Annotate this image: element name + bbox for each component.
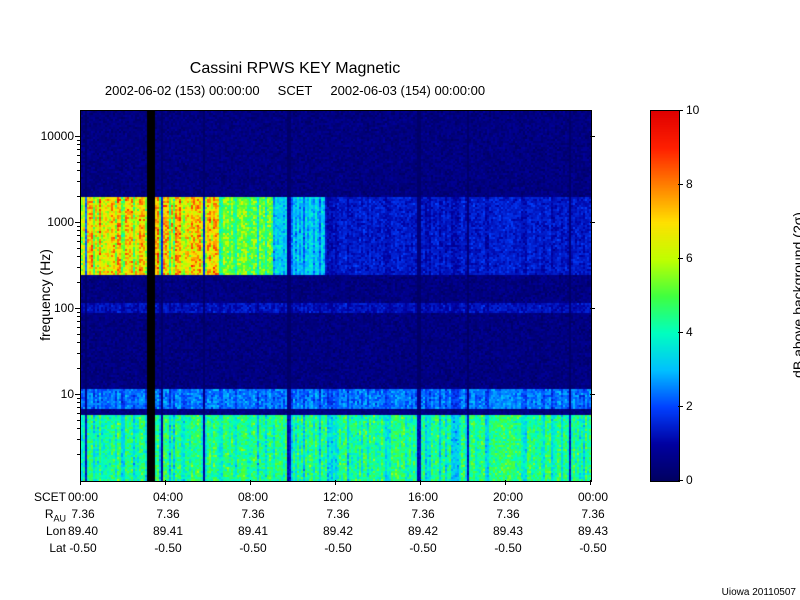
ephemeris-value: 12:00	[313, 490, 363, 504]
cbar-tick: 2	[686, 399, 693, 413]
cbar-tick: 8	[686, 177, 693, 191]
cbar-tick: 6	[686, 251, 693, 265]
ephemeris-value: -0.50	[398, 541, 448, 555]
ephemeris-value: 89.43	[483, 524, 533, 538]
chart-title: Cassini RPWS KEY Magnetic	[0, 60, 590, 78]
ephemeris-value: -0.50	[313, 541, 363, 555]
ephemeris-value: 89.42	[398, 524, 448, 538]
ephemeris-value: 7.36	[568, 507, 618, 521]
ephemeris-value: 89.40	[58, 524, 108, 538]
ephemeris-value: 7.36	[313, 507, 363, 521]
render-timestamp: Uiowa 20110507	[722, 587, 796, 598]
ephemeris-value: -0.50	[58, 541, 108, 555]
ephemeris-value: 20:00	[483, 490, 533, 504]
ephemeris-value: 04:00	[143, 490, 193, 504]
ephemeris-value: 16:00	[398, 490, 448, 504]
y-axis-label: frequency (Hz)	[37, 235, 53, 355]
ytick: 10	[34, 387, 74, 401]
cbar-tick: 4	[686, 325, 693, 339]
ephemeris-value: 7.36	[58, 507, 108, 521]
cbar-tick: 10	[686, 103, 699, 117]
colorbar-label: dB above background (?σ)	[790, 195, 800, 395]
ephemeris-value: 7.36	[228, 507, 278, 521]
ytick: 100	[34, 301, 74, 315]
ephemeris-value: 89.43	[568, 524, 618, 538]
spectrogram	[80, 110, 592, 482]
ephemeris-value: -0.50	[483, 541, 533, 555]
ephemeris-value: -0.50	[143, 541, 193, 555]
ephemeris-value: 08:00	[228, 490, 278, 504]
ephemeris-value: 7.36	[483, 507, 533, 521]
ephemeris-value: 89.42	[313, 524, 363, 538]
ephemeris-value: 89.41	[143, 524, 193, 538]
ephemeris-value: 00:00	[58, 490, 108, 504]
colorbar	[650, 110, 680, 482]
chart-subtitle: 2002-06-02 (153) 00:00:00 SCET 2002-06-0…	[0, 83, 590, 98]
ephemeris-value: 89.41	[228, 524, 278, 538]
cbar-tick: 0	[686, 473, 693, 487]
ephemeris-value: -0.50	[568, 541, 618, 555]
ephemeris-value: 7.36	[398, 507, 448, 521]
ephemeris-value: -0.50	[228, 541, 278, 555]
ephemeris-value: 7.36	[143, 507, 193, 521]
ytick: 1000	[34, 215, 74, 229]
ephemeris-value: 00:00	[568, 490, 618, 504]
ytick: 10000	[34, 129, 74, 143]
